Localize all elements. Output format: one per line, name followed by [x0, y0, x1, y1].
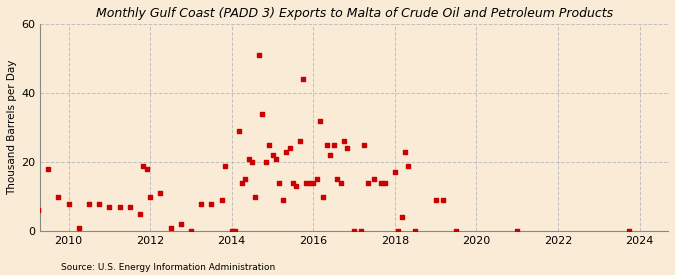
- Point: [308, 181, 319, 185]
- Point: [94, 201, 105, 206]
- Point: [53, 194, 64, 199]
- Point: [186, 229, 196, 233]
- Point: [63, 201, 74, 206]
- Point: [264, 143, 275, 147]
- Point: [145, 194, 156, 199]
- Point: [176, 222, 186, 227]
- Point: [376, 181, 387, 185]
- Point: [142, 167, 153, 171]
- Point: [124, 205, 135, 209]
- Point: [400, 150, 410, 154]
- Point: [304, 181, 315, 185]
- Point: [104, 205, 115, 209]
- Point: [260, 160, 271, 164]
- Point: [230, 229, 240, 233]
- Point: [301, 181, 312, 185]
- Point: [206, 201, 217, 206]
- Point: [219, 163, 230, 168]
- Point: [318, 194, 329, 199]
- Point: [342, 146, 352, 150]
- Point: [328, 143, 339, 147]
- Point: [234, 129, 244, 133]
- Point: [274, 181, 285, 185]
- Point: [250, 194, 261, 199]
- Point: [155, 191, 166, 196]
- Point: [216, 198, 227, 202]
- Point: [254, 53, 265, 57]
- Point: [325, 153, 336, 157]
- Point: [294, 139, 305, 144]
- Point: [291, 184, 302, 188]
- Point: [338, 139, 349, 144]
- Point: [134, 212, 145, 216]
- Point: [84, 201, 95, 206]
- Point: [451, 229, 462, 233]
- Point: [389, 170, 400, 175]
- Point: [236, 181, 247, 185]
- Point: [359, 143, 370, 147]
- Point: [298, 77, 308, 81]
- Point: [138, 163, 148, 168]
- Point: [393, 229, 404, 233]
- Point: [267, 153, 278, 157]
- Point: [512, 229, 522, 233]
- Point: [288, 181, 298, 185]
- Point: [369, 177, 380, 182]
- Point: [74, 226, 84, 230]
- Point: [244, 156, 254, 161]
- Title: Monthly Gulf Coast (PADD 3) Exports to Malta of Crude Oil and Petroleum Products: Monthly Gulf Coast (PADD 3) Exports to M…: [96, 7, 613, 20]
- Point: [277, 198, 288, 202]
- Text: Source: U.S. Energy Information Administration: Source: U.S. Energy Information Administ…: [61, 263, 275, 272]
- Point: [403, 163, 414, 168]
- Point: [311, 177, 322, 182]
- Point: [284, 146, 295, 150]
- Point: [114, 205, 125, 209]
- Point: [379, 181, 390, 185]
- Point: [32, 208, 43, 213]
- Point: [321, 143, 332, 147]
- Point: [430, 198, 441, 202]
- Point: [356, 229, 367, 233]
- Point: [43, 167, 53, 171]
- Point: [335, 181, 346, 185]
- Point: [362, 181, 373, 185]
- Point: [315, 119, 325, 123]
- Point: [396, 215, 407, 219]
- Point: [240, 177, 250, 182]
- Point: [196, 201, 207, 206]
- Point: [349, 229, 360, 233]
- Point: [437, 198, 448, 202]
- Point: [281, 150, 292, 154]
- Point: [331, 177, 342, 182]
- Point: [410, 229, 421, 233]
- Point: [247, 160, 258, 164]
- Point: [257, 112, 268, 116]
- Point: [226, 229, 237, 233]
- Y-axis label: Thousand Barrels per Day: Thousand Barrels per Day: [7, 60, 17, 195]
- Point: [271, 156, 281, 161]
- Point: [165, 226, 176, 230]
- Point: [624, 229, 634, 233]
